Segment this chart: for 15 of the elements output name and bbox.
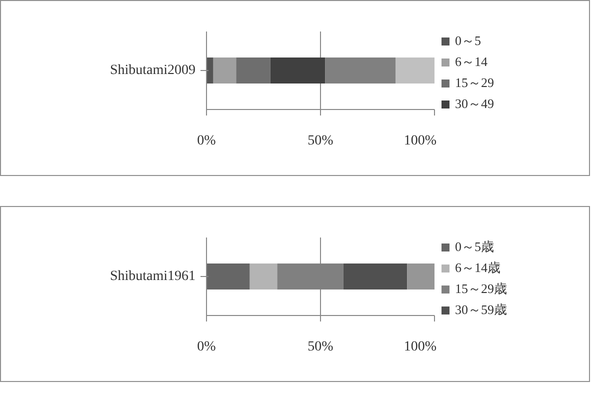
x-tick-label: 100% xyxy=(404,340,437,354)
legend-label: 6～14歳 xyxy=(455,259,500,277)
x-tick-label: 50% xyxy=(308,340,334,354)
x-tick-label: 0% xyxy=(197,340,216,354)
y-tick-label: Shibutami1961 xyxy=(110,269,196,284)
x-tick-label: 50% xyxy=(308,134,334,148)
y-tick-label: Shibutami2009 xyxy=(110,63,196,78)
legend-label: 0～5 xyxy=(455,32,481,50)
legend-label: 30～49 xyxy=(455,95,494,111)
legend-label: 0～5歳 xyxy=(455,238,494,256)
legend-label: 6～14 xyxy=(455,53,488,71)
x-tick-label: 100% xyxy=(404,134,437,148)
legend-label: 15～29 xyxy=(455,74,494,92)
legend-label: 15～29歳 xyxy=(455,280,507,298)
x-tick-label: 0% xyxy=(197,134,216,148)
